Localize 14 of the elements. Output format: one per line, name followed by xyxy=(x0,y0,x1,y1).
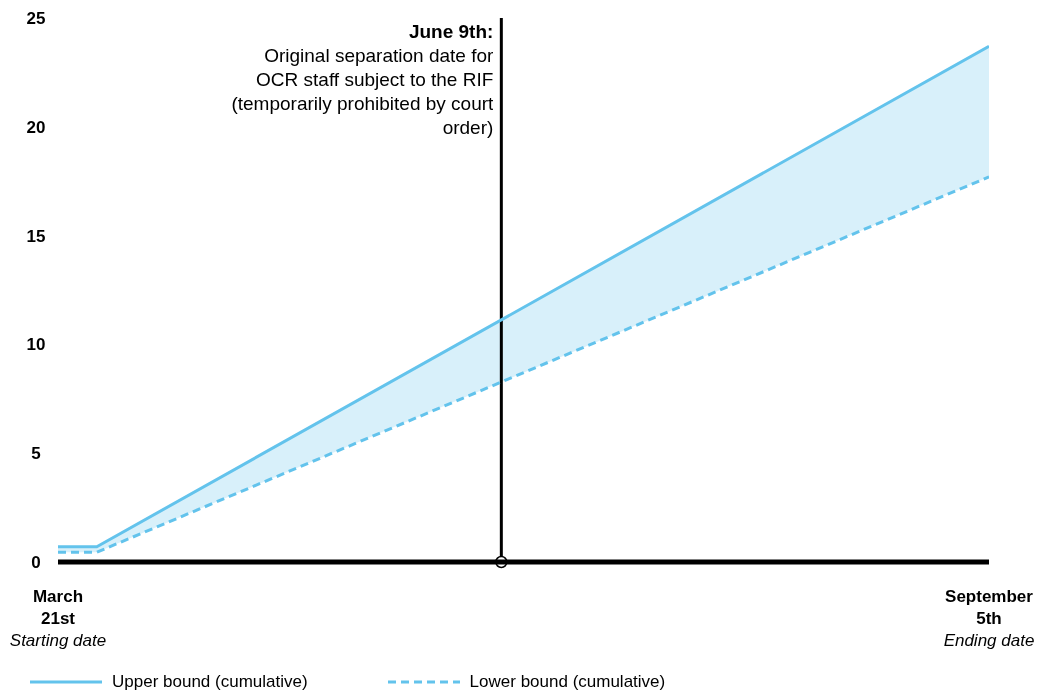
y-tick-label: 15 xyxy=(26,226,46,246)
x-tick-label: September 5th xyxy=(945,587,1034,628)
legend-label: Upper bound (cumulative) xyxy=(112,672,308,692)
y-tick-label: 25 xyxy=(26,9,46,28)
x-tick-label: March 21st xyxy=(32,587,84,628)
text: Starting date xyxy=(9,631,107,650)
text: Ending date xyxy=(943,631,1035,650)
annotation: Original separation date for OCR staff subject to the RIF (temporarily prohibited by court order) xyxy=(230,44,494,140)
y-tick-label: 0 xyxy=(31,553,41,572)
ref-line-label: June 9th: xyxy=(407,20,494,44)
y-tick-label: 20 xyxy=(26,117,46,137)
y-tick-label: 10 xyxy=(26,335,46,355)
y-tick-label: 5 xyxy=(31,444,41,464)
legend-label: Lower bound (cumulative) xyxy=(469,672,666,692)
